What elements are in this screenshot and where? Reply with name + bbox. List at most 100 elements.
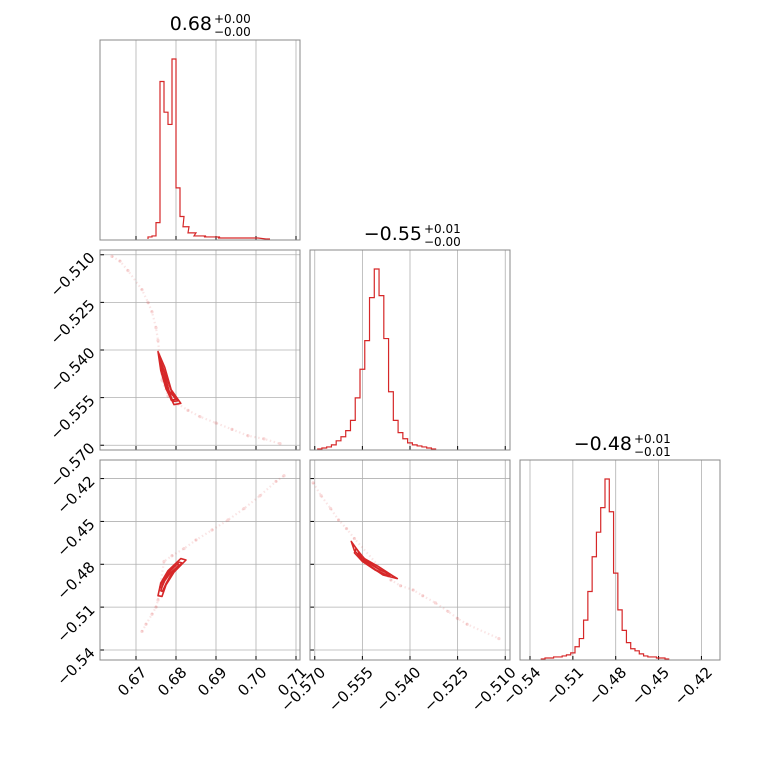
density-contour-3 [356, 552, 390, 576]
sample-point [278, 442, 282, 446]
sample-point [118, 259, 122, 263]
sample-trail [141, 474, 285, 632]
y-tick-label: −0.540 [47, 344, 99, 396]
sample-point [186, 408, 190, 412]
sample-point [110, 254, 114, 258]
density-contour-2 [160, 561, 183, 593]
sample-point [446, 609, 450, 614]
sample-point [140, 288, 144, 292]
panel-background [100, 460, 300, 660]
y-tick-label: −0.51 [53, 601, 98, 646]
sample-point [162, 559, 166, 564]
scatter-panel-1-2 [99, 249, 301, 451]
sample-point [258, 494, 262, 498]
sample-point [182, 546, 186, 551]
histogram-series-3 [540, 478, 670, 660]
density-contour-3 [158, 355, 177, 401]
sample-point [126, 269, 130, 273]
title-plus: +0.01 [424, 222, 461, 236]
y-tick-label: −0.48 [53, 558, 98, 603]
sample-point [150, 612, 154, 616]
scatter-panel-1-3 [99, 459, 301, 661]
sample-point [344, 526, 349, 531]
sample-trail [111, 255, 281, 445]
sample-point [242, 506, 246, 511]
sample-point [146, 300, 150, 304]
sample-point [282, 474, 286, 478]
sample-point [246, 434, 250, 438]
panel-background [520, 460, 720, 660]
x-tick-label: −0.555 [325, 663, 377, 715]
panel-frame [99, 459, 301, 661]
title-value: −0.55 [364, 223, 422, 245]
sample-point [198, 415, 202, 419]
sample-point [389, 578, 393, 582]
sample-point [433, 601, 437, 605]
y-tick-label: −0.45 [53, 515, 98, 560]
panel-title-3: −0.48 +0.01−0.01 [574, 432, 671, 459]
sample-point [465, 622, 469, 626]
panel-frame [519, 459, 721, 661]
x-tick-label: −0.48 [585, 663, 630, 708]
sample-point [214, 421, 218, 425]
x-tick-label: −0.525 [420, 663, 472, 715]
title-minus: −0.00 [424, 235, 461, 249]
title-minus: −0.01 [634, 445, 671, 459]
sample-point [274, 479, 278, 484]
panel-frame [99, 39, 301, 241]
panel-frame [309, 249, 511, 451]
histogram-series-1 [147, 58, 270, 240]
title-plus: +0.01 [634, 432, 671, 446]
y-tick-label: −0.555 [47, 391, 99, 443]
title-plus: +0.00 [214, 12, 251, 26]
sample-point [154, 605, 158, 609]
sample-point [311, 481, 315, 485]
title-value: 0.68 [170, 13, 212, 35]
sample-point [226, 518, 230, 522]
x-tick-label: 0.67 [114, 663, 150, 699]
density-contour-1 [157, 350, 182, 406]
diagonal-panel-3: −0.48 +0.01−0.01 [519, 432, 721, 661]
panel-title-2: −0.55 +0.01−0.00 [364, 222, 461, 249]
x-tick-label: −0.42 [671, 663, 716, 708]
scatter-panel-2-3 [309, 459, 511, 661]
sample-point [194, 538, 198, 542]
sample-point [230, 427, 234, 431]
sample-point [210, 528, 214, 532]
panel-title-1: 0.68 +0.00−0.00 [170, 12, 251, 39]
sample-point [421, 594, 425, 598]
panel-frame [309, 459, 511, 661]
sample-point [150, 310, 154, 314]
sample-point [156, 598, 160, 602]
sample-point [398, 584, 403, 588]
sample-point [319, 494, 323, 498]
sample-point [154, 326, 158, 330]
y-tick-label: −0.54 [53, 644, 98, 689]
title-minus: −0.00 [214, 25, 251, 39]
diagonal-panel-1: 0.68 +0.00−0.00 [99, 12, 301, 241]
x-tick-label: −0.51 [542, 663, 587, 708]
x-tick-label: −0.540 [373, 663, 425, 715]
diagonal-panel-2: −0.55 +0.01−0.00 [309, 222, 511, 451]
sample-point [456, 616, 460, 621]
sample-point [144, 622, 148, 626]
x-tick-label: 0.68 [154, 663, 190, 699]
sample-point [336, 518, 341, 522]
histogram-series-2 [317, 268, 437, 450]
x-tick-label: −0.45 [628, 663, 673, 708]
x-tick-label: 0.69 [194, 663, 230, 699]
sample-point [140, 629, 144, 634]
title-value: −0.48 [574, 433, 632, 455]
sample-point [497, 636, 501, 641]
sample-point [329, 506, 333, 511]
sample-point [352, 536, 357, 541]
x-tick-label: 0.70 [234, 663, 270, 699]
panel-background [100, 40, 300, 240]
y-tick-label: −0.525 [47, 296, 99, 348]
sample-point [262, 437, 266, 441]
density-contour-3 [159, 563, 180, 589]
density-contour-1 [350, 540, 399, 580]
sample-point [170, 554, 174, 558]
y-tick-label: −0.510 [47, 249, 99, 301]
sample-point [411, 588, 415, 592]
